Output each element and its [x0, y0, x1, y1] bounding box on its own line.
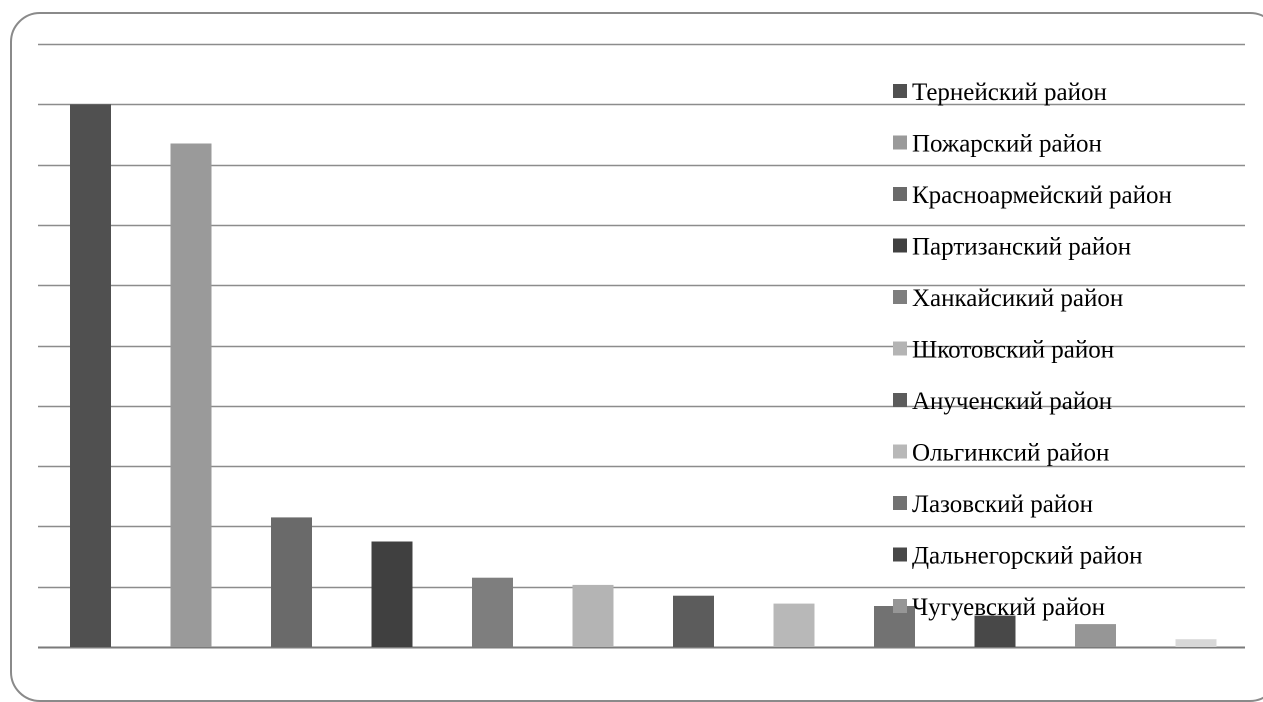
legend-swatch	[893, 84, 907, 98]
legend-swatch	[893, 135, 907, 150]
legend-label: Ханкайсикий район	[912, 285, 1123, 312]
bar	[170, 143, 212, 647]
legend-label: Тернейский район	[912, 79, 1107, 106]
legend-label: Красноармейский район	[912, 182, 1172, 209]
bar	[371, 541, 413, 647]
legend-label: Пожарский район	[912, 131, 1102, 158]
legend-swatch	[893, 496, 907, 510]
legend-label: Лазовский район	[912, 491, 1093, 518]
legend-swatch	[893, 341, 907, 356]
legend-label: Партизанский район	[912, 234, 1131, 261]
bar	[70, 104, 111, 648]
gridlines	[38, 43, 1245, 649]
legend-swatch	[893, 187, 907, 201]
legend: Тернейский район Пожарский район Красноарм…	[893, 79, 1172, 621]
bar	[974, 615, 1016, 647]
legend-swatch	[893, 393, 907, 407]
legend-swatch	[893, 547, 907, 562]
legend-label: Ольгинксий район	[912, 440, 1109, 467]
legend-label: Анученский район	[912, 388, 1112, 415]
bar	[773, 603, 815, 647]
legend-label: Шкотовский район	[912, 337, 1114, 364]
legend-label: Дальнегорский район	[912, 543, 1142, 570]
legend-label: Чугуевский район	[912, 594, 1105, 621]
legend-swatch	[893, 290, 907, 304]
bar	[1075, 624, 1116, 647]
bar-chart: Тернейский район Пожарский район Красноарм…	[38, 43, 1245, 649]
bar	[673, 595, 714, 647]
bar	[472, 577, 513, 647]
bar	[572, 584, 614, 647]
bar	[271, 517, 312, 647]
legend-swatch	[893, 444, 907, 459]
bars	[70, 104, 1217, 648]
legend-swatch	[893, 238, 907, 253]
legend-swatch	[893, 599, 907, 613]
bar	[1175, 639, 1217, 647]
